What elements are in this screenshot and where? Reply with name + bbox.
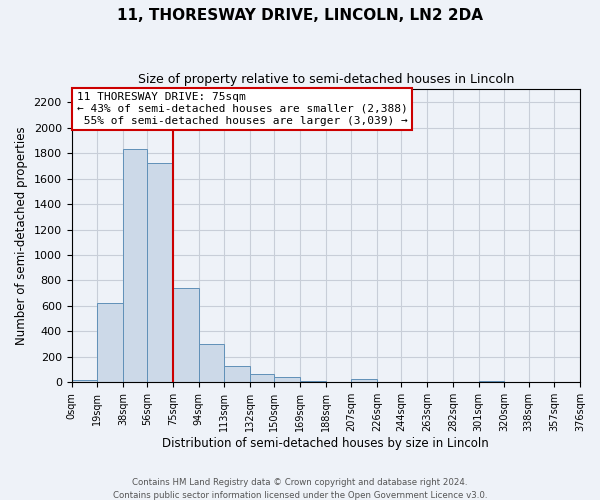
Bar	[147, 164, 173, 382]
Bar	[274, 378, 300, 382]
Bar	[352, 378, 377, 382]
Bar	[97, 303, 123, 382]
Text: 11, THORESWAY DRIVE, LINCOLN, LN2 2DA: 11, THORESWAY DRIVE, LINCOLN, LN2 2DA	[117, 8, 483, 22]
Text: Contains HM Land Registry data © Crown copyright and database right 2024.
Contai: Contains HM Land Registry data © Crown c…	[113, 478, 487, 500]
Bar	[173, 288, 199, 382]
Title: Size of property relative to semi-detached houses in Lincoln: Size of property relative to semi-detach…	[137, 72, 514, 86]
Bar	[250, 374, 274, 382]
Bar	[479, 381, 504, 382]
X-axis label: Distribution of semi-detached houses by size in Lincoln: Distribution of semi-detached houses by …	[163, 437, 489, 450]
Bar	[224, 366, 250, 382]
Y-axis label: Number of semi-detached properties: Number of semi-detached properties	[15, 126, 28, 345]
Text: 11 THORESWAY DRIVE: 75sqm
← 43% of semi-detached houses are smaller (2,388)
 55%: 11 THORESWAY DRIVE: 75sqm ← 43% of semi-…	[77, 92, 407, 126]
Bar	[123, 150, 147, 382]
Bar	[199, 344, 224, 382]
Bar	[71, 380, 97, 382]
Bar	[300, 381, 326, 382]
